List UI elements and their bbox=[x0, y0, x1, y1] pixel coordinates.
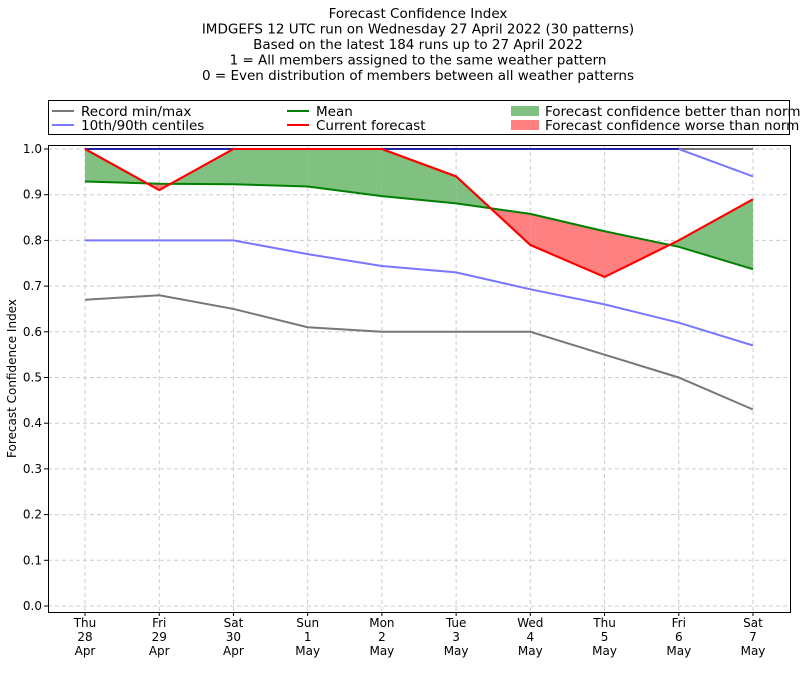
legend-box bbox=[48, 100, 790, 135]
x-tick-label: Wed bbox=[517, 616, 543, 630]
x-tick-label: Sat bbox=[743, 616, 763, 630]
fill-better bbox=[307, 149, 382, 197]
y-axis-label: Forecast Confidence Index bbox=[5, 299, 19, 458]
x-tick-label: Apr bbox=[149, 644, 170, 658]
legend-label: Current forecast bbox=[316, 118, 426, 134]
y-tick-label: 1.0 bbox=[23, 142, 42, 156]
x-tick-label: May bbox=[295, 644, 320, 658]
x-tick-label: 4 bbox=[527, 630, 535, 644]
x-tick-label: 29 bbox=[152, 630, 167, 644]
x-tick-label: Apr bbox=[223, 644, 244, 658]
fill-worse bbox=[530, 213, 605, 277]
legend-label: 10th/90th centiles bbox=[81, 118, 204, 134]
series-line-mean bbox=[84, 180, 754, 271]
plot-frame bbox=[48, 145, 791, 613]
x-tick-label: Thu bbox=[592, 616, 616, 630]
y-tick-label: 0.6 bbox=[23, 325, 42, 339]
x-tick-label: 5 bbox=[601, 630, 609, 644]
fill-worse bbox=[604, 231, 670, 277]
y-tick-label: 0.5 bbox=[23, 371, 42, 385]
x-tick-label: May bbox=[444, 644, 469, 658]
x-tick-label: May bbox=[592, 644, 617, 658]
y-tick-label: 0.1 bbox=[23, 553, 42, 567]
x-tick-label: May bbox=[518, 644, 543, 658]
y-tick-label: 0.2 bbox=[23, 508, 42, 522]
legend-label: Forecast confidence worse than normal bbox=[545, 118, 800, 134]
y-tick-label: 0.4 bbox=[23, 416, 42, 430]
series-line-p10 bbox=[85, 239, 754, 347]
x-tick-label: 6 bbox=[675, 630, 683, 644]
x-tick-label: 3 bbox=[452, 630, 460, 644]
x-tick-label: Fri bbox=[672, 616, 686, 630]
x-tick-label: May bbox=[741, 644, 766, 658]
x-tick-label: 1 bbox=[304, 630, 312, 644]
legend-label: Record min/max bbox=[81, 104, 191, 120]
x-tick-label: Mon bbox=[369, 616, 394, 630]
legend-label: Forecast confidence better than normal bbox=[545, 104, 800, 120]
x-tick-label: Tue bbox=[445, 616, 467, 630]
x-tick-label: Fri bbox=[152, 616, 166, 630]
x-tick-label: 28 bbox=[77, 630, 92, 644]
legend-swatch bbox=[511, 120, 539, 130]
x-tick-label: Sun bbox=[296, 616, 319, 630]
legend-label: Mean bbox=[316, 104, 353, 120]
chart-title-line: Based on the latest 184 runs up to 27 Ap… bbox=[253, 37, 583, 53]
x-tick-label: May bbox=[666, 644, 691, 658]
x-tick-label: Thu bbox=[73, 616, 97, 630]
y-tick-label: 0.8 bbox=[23, 233, 42, 247]
y-tick-label: 0.3 bbox=[23, 462, 42, 476]
series-line-min bbox=[84, 294, 754, 411]
legend-swatch bbox=[511, 106, 539, 116]
chart-title-line: IMDGEFS 12 UTC run on Wednesday 27 April… bbox=[202, 22, 634, 38]
x-tick-label: 30 bbox=[226, 630, 241, 644]
chart-title-line: Forecast Confidence Index bbox=[329, 6, 508, 22]
chart-title-line: 0 = Even distribution of members between… bbox=[202, 68, 634, 84]
series-line-current-top bbox=[84, 148, 754, 279]
x-tick-label: May bbox=[369, 644, 394, 658]
fill-better bbox=[381, 149, 457, 204]
x-tick-label: 2 bbox=[378, 630, 386, 644]
y-tick-label: 0.0 bbox=[23, 599, 42, 613]
y-tick-label: 0.7 bbox=[23, 279, 42, 293]
x-tick-label: 7 bbox=[749, 630, 757, 644]
x-tick-label: Apr bbox=[75, 644, 96, 658]
y-tick-label: 0.9 bbox=[23, 188, 42, 202]
chart-title-line: 1 = All members assigned to the same wea… bbox=[230, 53, 607, 69]
x-tick-label: Sat bbox=[224, 616, 244, 630]
fill-better bbox=[233, 149, 308, 187]
